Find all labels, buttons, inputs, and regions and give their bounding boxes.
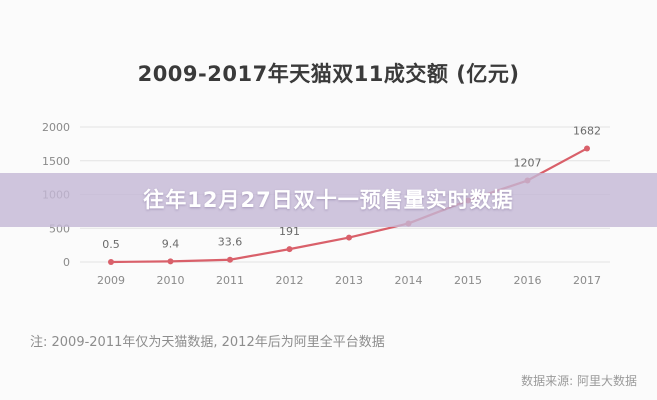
- data-label: 1682: [573, 124, 601, 137]
- chart-title: 2009-2017年天猫双11成交额 (亿元): [137, 62, 520, 86]
- overlay-banner: [0, 173, 657, 227]
- data-point: [584, 145, 590, 152]
- x-tick-label: 2015: [454, 274, 482, 287]
- chart-footnote: 注: 2009-2011年仅为天猫数据, 2012年后为阿里全平台数据: [30, 335, 385, 350]
- x-tick-label: 2016: [514, 274, 542, 287]
- banner-title: 往年12月27日双十一预售量实时数据: [143, 188, 514, 212]
- data-label: 33.6: [218, 236, 243, 249]
- data-source: 数据来源: 阿里大数据: [521, 374, 637, 388]
- x-tick-label: 2017: [573, 274, 601, 287]
- y-tick-label: 0: [63, 256, 70, 269]
- data-label: 1207: [514, 157, 542, 170]
- x-tick-label: 2010: [157, 274, 185, 287]
- data-label: 191: [279, 225, 300, 238]
- x-tick-label: 2012: [276, 274, 304, 287]
- x-tick-label: 2013: [335, 274, 363, 287]
- x-tick-label: 2011: [216, 274, 244, 287]
- y-tick-label: 2000: [42, 121, 70, 134]
- data-point: [346, 234, 352, 241]
- data-point: [167, 258, 174, 265]
- data-label: 0.5: [102, 238, 120, 251]
- x-tick-label: 2014: [395, 274, 423, 287]
- data-point: [108, 258, 114, 265]
- x-tick-label: 2009: [97, 274, 125, 287]
- y-tick-label: 1500: [42, 155, 70, 168]
- data-point: [227, 256, 233, 263]
- data-point: [286, 246, 293, 253]
- data-label: 9.4: [162, 237, 180, 250]
